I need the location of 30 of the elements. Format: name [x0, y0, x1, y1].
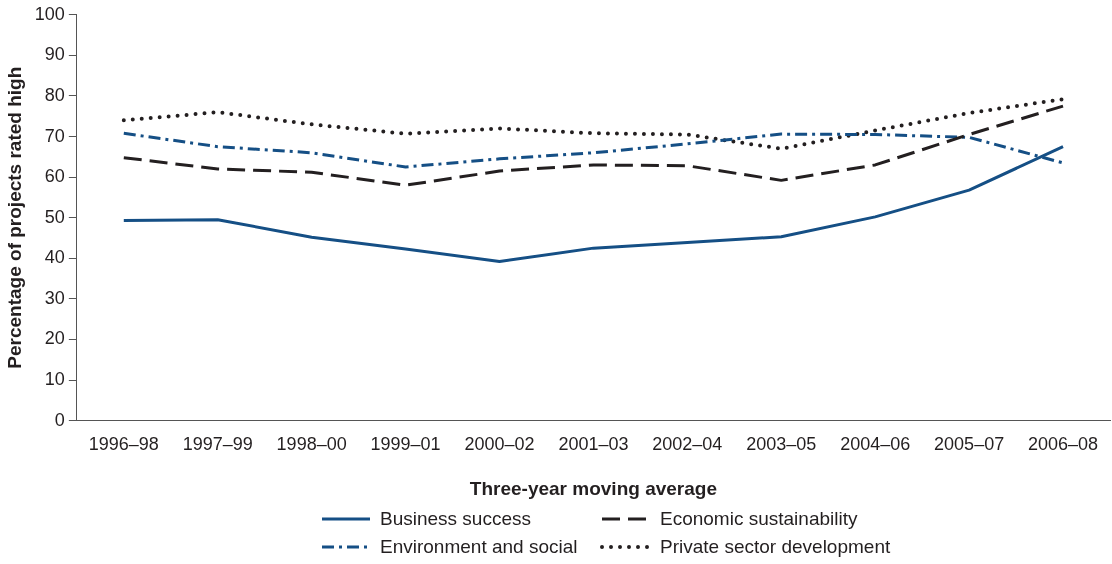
x-tick-label: 2000–02	[464, 434, 535, 455]
line-series	[122, 104, 1065, 187]
y-tick-label: 90	[44, 44, 65, 65]
x-tick-label: 2002–04	[652, 434, 723, 455]
line-series	[121, 97, 1066, 151]
legend-label: Private sector development	[660, 536, 891, 558]
x-tick-label: 1999–01	[370, 434, 441, 455]
y-tick-label: 40	[44, 247, 65, 268]
x-tick-label: 1998–00	[276, 434, 347, 455]
y-axis-title: Percentage of projects rated high	[3, 66, 25, 369]
y-tick-label: 70	[44, 125, 65, 146]
x-tick-label: 1997–99	[182, 434, 253, 455]
y-tick-label: 80	[44, 84, 65, 105]
y-tick-label: 50	[44, 206, 65, 227]
x-tick-label: 2006–08	[1028, 434, 1099, 455]
legend-label: Environment and social	[380, 536, 578, 558]
y-tick-label: 30	[44, 287, 65, 308]
x-tick-label: 2003–05	[746, 434, 817, 455]
legend-label: Economic sustainability	[660, 508, 858, 530]
x-tick-label: 2004–06	[840, 434, 911, 455]
y-tick-label: 20	[44, 328, 65, 349]
x-axis-title: Three-year moving average	[469, 477, 717, 499]
legend-label: Business success	[380, 508, 532, 530]
x-tick-label: 2001–03	[558, 434, 629, 455]
x-tick-label: 2005–07	[934, 434, 1005, 455]
y-tick-label: 10	[44, 368, 65, 389]
x-tick-label: 1996–98	[88, 434, 159, 455]
y-tick-label: 100	[34, 3, 65, 24]
y-tick-label: 0	[54, 409, 65, 430]
y-tick-label: 60	[44, 166, 65, 187]
